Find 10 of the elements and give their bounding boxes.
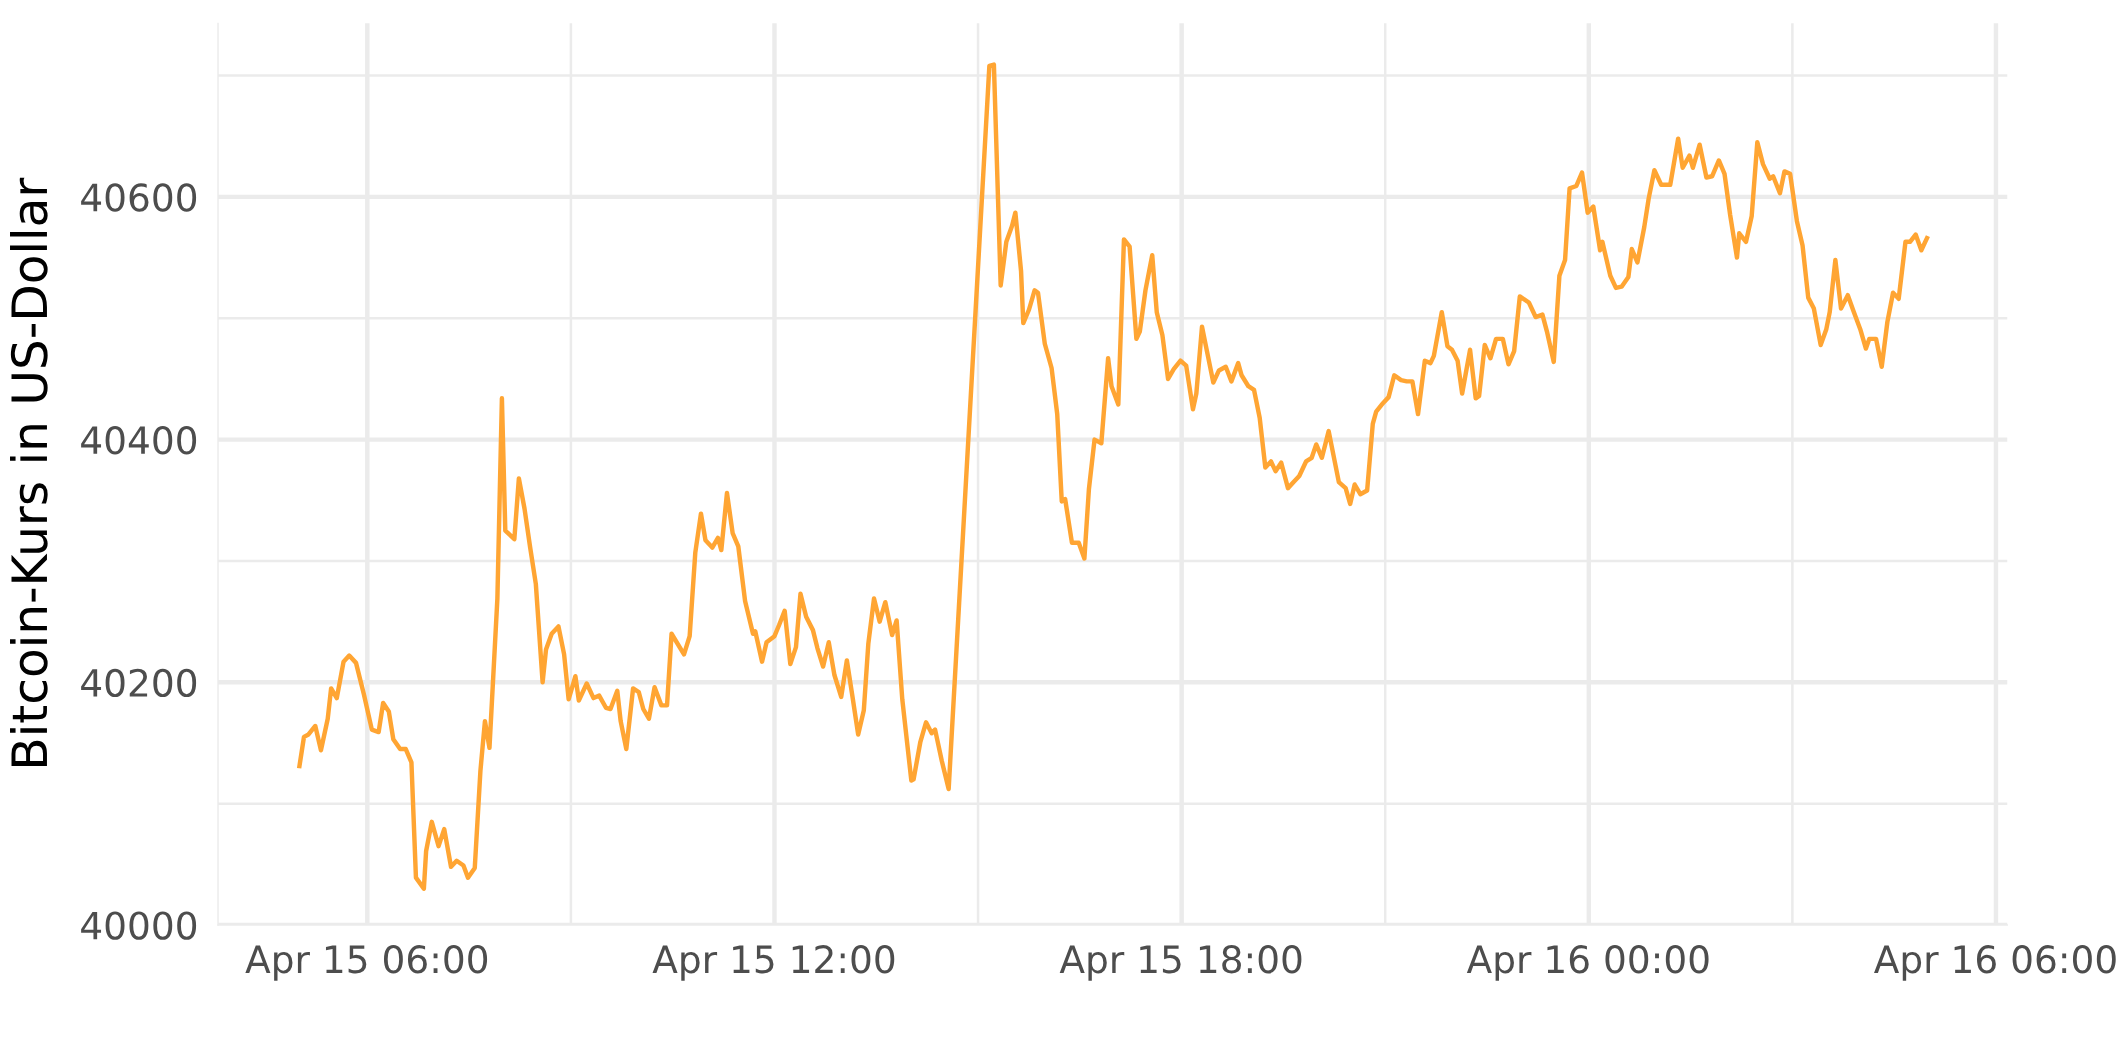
x-tick-label: Apr 15 12:00: [652, 945, 895, 981]
y-tick-label: 40400: [81, 426, 197, 455]
y-tick-label: 40600: [81, 183, 197, 212]
x-tick-label: Apr 15 18:00: [1059, 945, 1302, 981]
x-tick-label: Apr 16 06:00: [1874, 945, 2116, 981]
x-tick-label: Apr 16 00:00: [1466, 945, 1709, 981]
x-tick-label: Apr 15 06:00: [245, 945, 488, 981]
y-tick-label: 40000: [81, 911, 197, 940]
y-tick-label: 40200: [81, 668, 197, 698]
y-axis-title: Bitcoin-Kurs in US-Dollar: [10, 177, 48, 766]
